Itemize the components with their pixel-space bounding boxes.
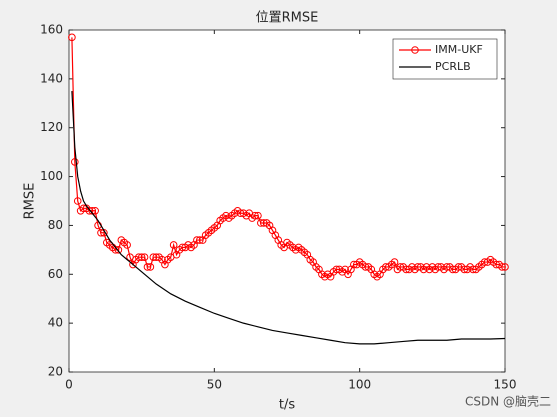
marker <box>143 263 152 271</box>
y-axis-label: RMSE <box>23 183 38 220</box>
marker <box>498 263 506 271</box>
y-tick-label: 20 <box>48 365 63 379</box>
legend-box <box>392 38 498 80</box>
marker <box>134 253 143 261</box>
y-tick-label: 120 <box>40 120 63 134</box>
legend-marker <box>411 46 419 54</box>
marker <box>149 253 158 261</box>
y-tick-label: 100 <box>40 169 63 183</box>
x-axis-label: t/s <box>279 398 295 413</box>
marker <box>123 241 131 249</box>
marker <box>251 211 259 220</box>
marker <box>257 219 265 227</box>
marker <box>501 263 509 271</box>
marker <box>254 211 262 220</box>
marker <box>68 33 76 42</box>
y-tick-label: 160 <box>40 23 63 37</box>
marker <box>193 236 201 244</box>
marker <box>85 206 94 215</box>
x-tick-label: 150 <box>494 378 517 392</box>
series-line <box>71 91 506 345</box>
marker <box>73 197 82 205</box>
x-tick-label: 0 <box>65 378 73 392</box>
marker <box>196 236 204 244</box>
legend-label: PCRLB <box>435 60 471 73</box>
y-tick-label: 60 <box>48 267 63 281</box>
y-tick-label: 140 <box>40 71 63 85</box>
y-tick-label: 80 <box>48 218 63 232</box>
marker <box>97 228 105 237</box>
x-tick-label: 50 <box>207 378 222 392</box>
marker <box>140 253 149 261</box>
y-tick-label: 40 <box>48 316 63 330</box>
marker <box>146 263 155 271</box>
axes-box <box>68 29 506 373</box>
chart-title: 位置RMSE <box>256 11 319 26</box>
marker <box>390 258 399 266</box>
marker <box>137 253 146 261</box>
marker <box>71 158 79 166</box>
legend-label: IMM-UKF <box>435 43 483 56</box>
x-tick-label: 100 <box>348 378 371 392</box>
watermark: CSDN @脑壳二 <box>465 395 551 409</box>
marker <box>169 241 178 249</box>
plot-area <box>69 30 505 372</box>
marker <box>91 206 99 215</box>
marker <box>114 246 123 254</box>
